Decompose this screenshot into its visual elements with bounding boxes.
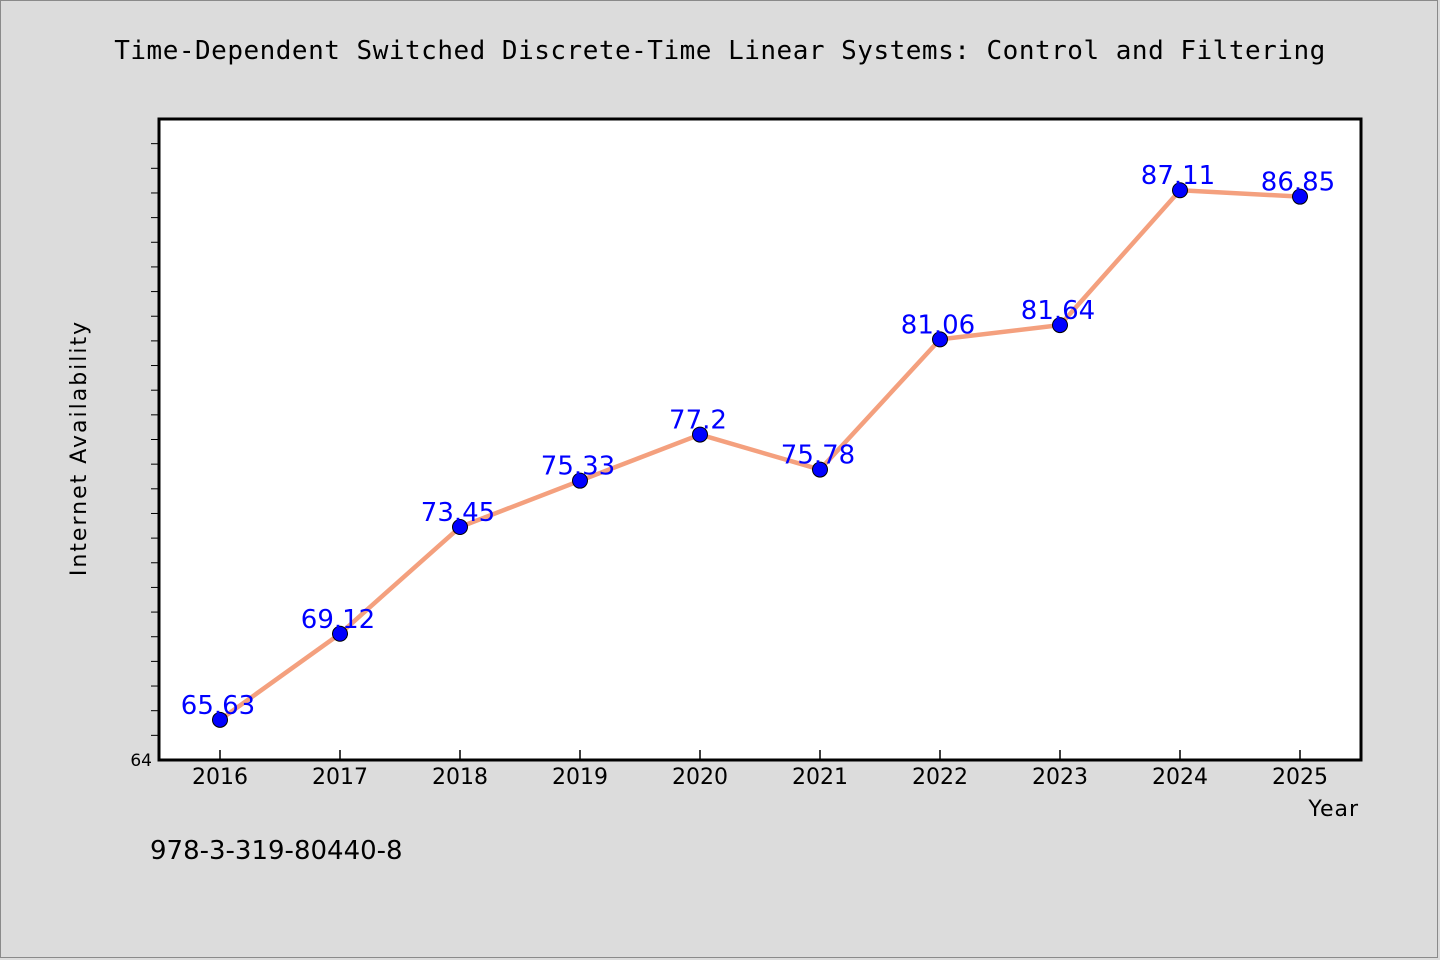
data-point (932, 331, 948, 348)
data-label: 73.45 (421, 498, 495, 528)
x-axis-label: Year (1307, 797, 1359, 822)
data-point (1292, 188, 1308, 205)
data-point (812, 461, 828, 478)
y-tick-label: 64 (130, 751, 152, 771)
x-tick-label: 2019 (552, 765, 608, 790)
x-tick-label: 2021 (792, 765, 848, 790)
x-tick-label: 2024 (1152, 765, 1208, 790)
data-label: 81.64 (1021, 296, 1095, 326)
data-label: 75.33 (541, 452, 615, 482)
isbn-footnote: 978-3-319-80440-8 (150, 836, 403, 866)
data-point (452, 519, 468, 536)
x-tick-label: 2018 (432, 765, 488, 790)
x-tick-label: 2022 (912, 765, 968, 790)
series-line (217, 187, 1303, 723)
x-tick-label: 2017 (312, 765, 368, 790)
data-label: 65.63 (181, 691, 255, 721)
data-point (332, 625, 348, 642)
x-axis-ticks: 2016 2017 2018 2019 2020 2021 2022 2023 2024 2025 (192, 750, 1328, 790)
series-layer (212, 182, 1308, 728)
y-axis-ticks: 64 (130, 143, 159, 771)
data-label: 81.06 (901, 310, 975, 340)
data-label: 86.85 (1261, 168, 1335, 198)
x-tick-label: 2025 (1272, 765, 1328, 790)
x-tick-label: 2016 (192, 765, 248, 790)
data-label: 87.11 (1141, 161, 1215, 191)
data-point (692, 426, 708, 443)
x-tick-label: 2020 (672, 765, 728, 790)
x-tick-label: 2023 (1032, 765, 1088, 790)
plot-area (157, 117, 1363, 762)
data-point (572, 472, 588, 489)
data-point (212, 711, 228, 728)
chart-title: Time-Dependent Switched Discrete-Time Li… (114, 36, 1326, 66)
data-point (1172, 182, 1188, 199)
data-label: 77.2 (669, 406, 727, 436)
data-point (1052, 317, 1068, 334)
data-labels: 65.63 69.12 73.45 75.33 77.2 75.78 81.06 81.64 8… (181, 161, 1335, 721)
data-label: 75.78 (781, 441, 855, 471)
y-axis-label: Internet Availability (67, 320, 92, 576)
data-label: 69.12 (301, 605, 375, 635)
